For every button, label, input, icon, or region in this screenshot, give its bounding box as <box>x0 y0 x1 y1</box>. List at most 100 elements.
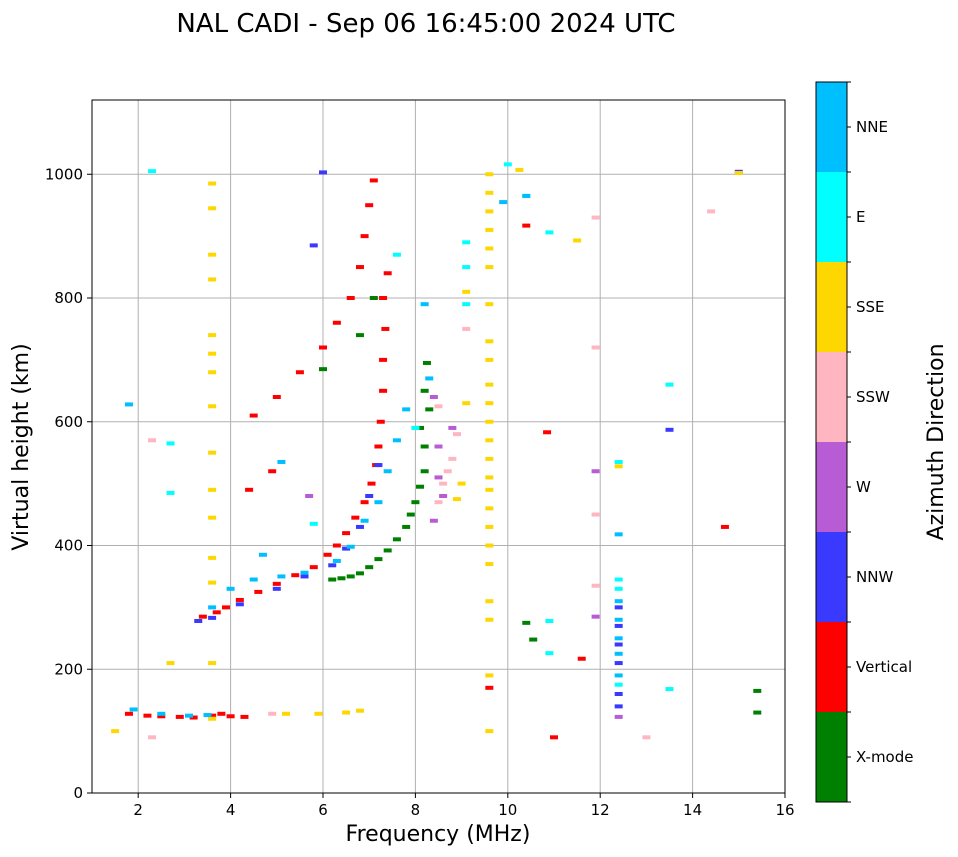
point-vertical <box>577 656 586 661</box>
point-vertical <box>268 469 277 474</box>
point-vertical <box>291 573 300 578</box>
point-vertical <box>360 500 369 505</box>
point-nne <box>124 402 133 407</box>
point-e <box>309 521 318 526</box>
point-w <box>591 614 600 619</box>
point-x-mode <box>411 500 420 505</box>
point-vertical <box>272 581 281 586</box>
x-tick-label: 8 <box>411 801 421 819</box>
point-sse <box>515 167 524 172</box>
point-x-mode <box>328 577 337 582</box>
point-vertical <box>323 552 332 557</box>
point-x-mode <box>416 425 425 430</box>
point-nne <box>249 577 258 582</box>
point-nne <box>614 651 623 656</box>
point-sse <box>485 190 494 195</box>
point-vertical <box>240 714 249 719</box>
colorbar: X-mode Vertical NNW W SSW SSE E NNE <box>815 81 913 803</box>
point-sse <box>485 302 494 307</box>
colorbar-segment <box>816 712 847 802</box>
point-vertical <box>379 357 388 362</box>
point-e <box>545 230 554 235</box>
point-sse <box>485 265 494 270</box>
point-sse <box>208 277 217 282</box>
point-nne <box>420 302 429 307</box>
x-tick-label: 4 <box>226 801 236 819</box>
y-tick-label: 600 <box>54 413 83 431</box>
point-nnw <box>319 170 327 175</box>
colorbar-segment <box>816 262 847 352</box>
point-sse <box>166 661 175 666</box>
point-sse <box>314 711 323 716</box>
point-nne <box>157 711 166 716</box>
colorbar-segment <box>816 532 847 622</box>
point-sse <box>485 456 494 461</box>
point-nnw <box>614 704 623 709</box>
point-x-mode <box>753 710 762 715</box>
point-x-mode <box>374 557 383 562</box>
point-ssw <box>148 438 157 443</box>
point-nne <box>499 200 508 205</box>
chart-title: NAL CADI - Sep 06 16:45:00 2024 UTC <box>176 9 675 39</box>
point-nne <box>346 544 355 549</box>
point-x-mode <box>416 484 425 489</box>
colorbar-label: NNE <box>856 118 888 136</box>
data-points <box>111 162 762 740</box>
point-sse <box>734 171 743 176</box>
point-vertical <box>381 326 390 331</box>
point-nne <box>614 599 623 604</box>
point-vertical <box>379 296 388 300</box>
point-vertical <box>346 296 355 300</box>
point-vertical <box>376 419 385 424</box>
point-w <box>305 494 314 498</box>
point-nnw <box>614 623 623 628</box>
point-e <box>665 382 674 387</box>
point-sse <box>485 475 494 480</box>
point-w <box>434 444 443 449</box>
point-sse <box>462 401 471 406</box>
x-tick-label: 2 <box>133 801 143 819</box>
x-tick-label: 12 <box>591 801 610 819</box>
point-e <box>148 169 157 174</box>
point-sse <box>208 370 217 375</box>
point-ssw <box>591 345 600 350</box>
point-ssw <box>452 432 461 437</box>
point-sse <box>485 246 494 251</box>
point-sse <box>485 209 494 214</box>
point-vertical <box>522 223 531 228</box>
point-sse <box>208 181 217 186</box>
point-x-mode <box>522 620 531 625</box>
point-vertical <box>367 481 376 486</box>
point-sse <box>208 555 217 560</box>
point-vertical <box>245 487 254 492</box>
point-sse <box>485 401 494 406</box>
point-x-mode <box>402 524 411 529</box>
point-sse <box>614 464 623 469</box>
point-sse <box>485 438 494 443</box>
point-vertical <box>342 531 351 536</box>
point-sse <box>485 543 494 548</box>
colorbar-frame <box>815 81 848 803</box>
point-sse <box>208 716 217 721</box>
colorbar-label: SSW <box>856 388 890 406</box>
point-vertical <box>249 413 258 418</box>
point-e <box>545 618 554 623</box>
point-e <box>545 651 554 656</box>
point-sse <box>485 382 494 387</box>
point-sse <box>342 710 351 715</box>
point-nnw <box>355 524 364 529</box>
point-nne <box>374 500 383 505</box>
point-w <box>614 714 623 719</box>
point-vertical <box>332 543 341 548</box>
point-sse <box>485 419 494 424</box>
point-nnw <box>614 605 623 610</box>
point-sse <box>485 339 494 344</box>
point-sse <box>208 580 217 585</box>
point-sse <box>208 351 217 356</box>
point-sse <box>485 357 494 362</box>
colorbar-segment <box>816 622 847 712</box>
point-vertical <box>550 735 558 740</box>
point-x-mode <box>369 296 378 300</box>
point-nnw <box>614 692 623 696</box>
point-e <box>166 441 175 446</box>
